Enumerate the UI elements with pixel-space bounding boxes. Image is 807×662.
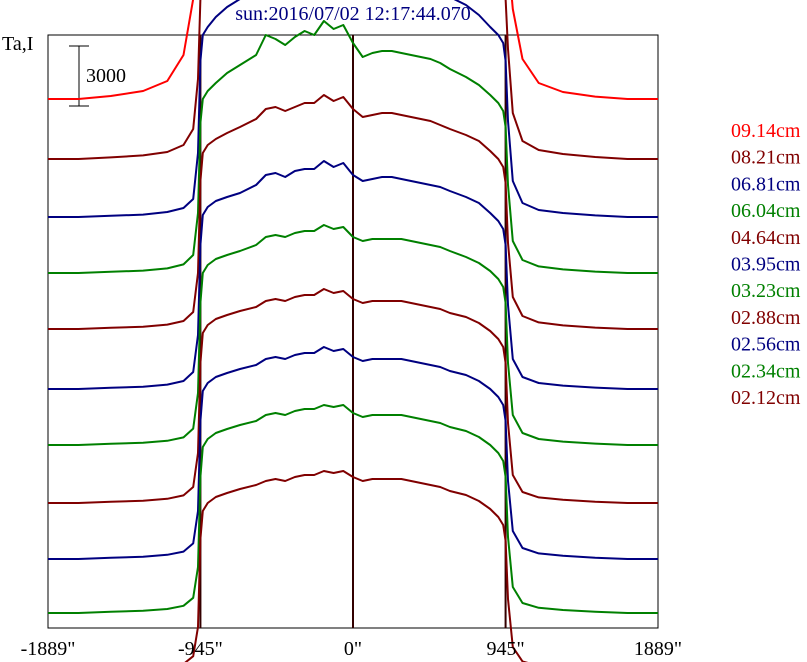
x-tick-labels: -1889" -945" 0" 945" 1889"	[21, 638, 683, 660]
series-line-06.04cm	[48, 20, 658, 274]
legend-label-02.12cm: 02.12cm	[731, 387, 801, 409]
x-tick-label-1: -945"	[178, 638, 223, 660]
legend-label-04.64cm: 04.64cm	[731, 227, 801, 249]
x-tick-label-3: 945"	[486, 638, 524, 660]
legend-label-08.21cm: 08.21cm	[731, 147, 801, 169]
legend-label-09.14cm: 09.14cm	[731, 120, 801, 142]
legend-label-03.95cm: 03.95cm	[731, 254, 801, 276]
scale-bar: 3000	[69, 45, 126, 107]
scale-bar-label: 3000	[86, 65, 126, 87]
series-line-06.81cm	[48, 0, 658, 218]
legend-label-06.04cm: 06.04cm	[731, 200, 801, 222]
x-tick-label-4: 1889"	[634, 638, 682, 660]
legend-label-02.56cm: 02.56cm	[731, 334, 801, 356]
legend-label-03.23cm: 03.23cm	[731, 280, 801, 302]
y-axis-label: Ta,I	[2, 33, 33, 55]
series-line-04.64cm	[48, 94, 658, 330]
series-layer	[48, 0, 658, 662]
series-line-03.23cm	[48, 224, 658, 446]
legend-label-02.88cm: 02.88cm	[731, 307, 801, 329]
series-line-02.12cm	[184, 470, 529, 662]
legend-label-02.34cm: 02.34cm	[731, 360, 801, 382]
series-line-02.88cm	[48, 288, 658, 504]
series-line-02.34cm	[48, 404, 658, 614]
chart-title: sun:2016/07/02 12:17:44.070	[235, 3, 471, 25]
series-line-02.56cm	[48, 346, 658, 560]
legend: 09.14cm 08.21cm 06.81cm 06.04cm 04.64cm 03.95…	[731, 120, 801, 409]
legend-label-06.81cm: 06.81cm	[731, 173, 801, 195]
x-tick-label-0: -1889"	[21, 638, 76, 660]
x-tick-label-2: 0"	[344, 638, 362, 660]
series-line-03.95cm	[48, 160, 658, 390]
